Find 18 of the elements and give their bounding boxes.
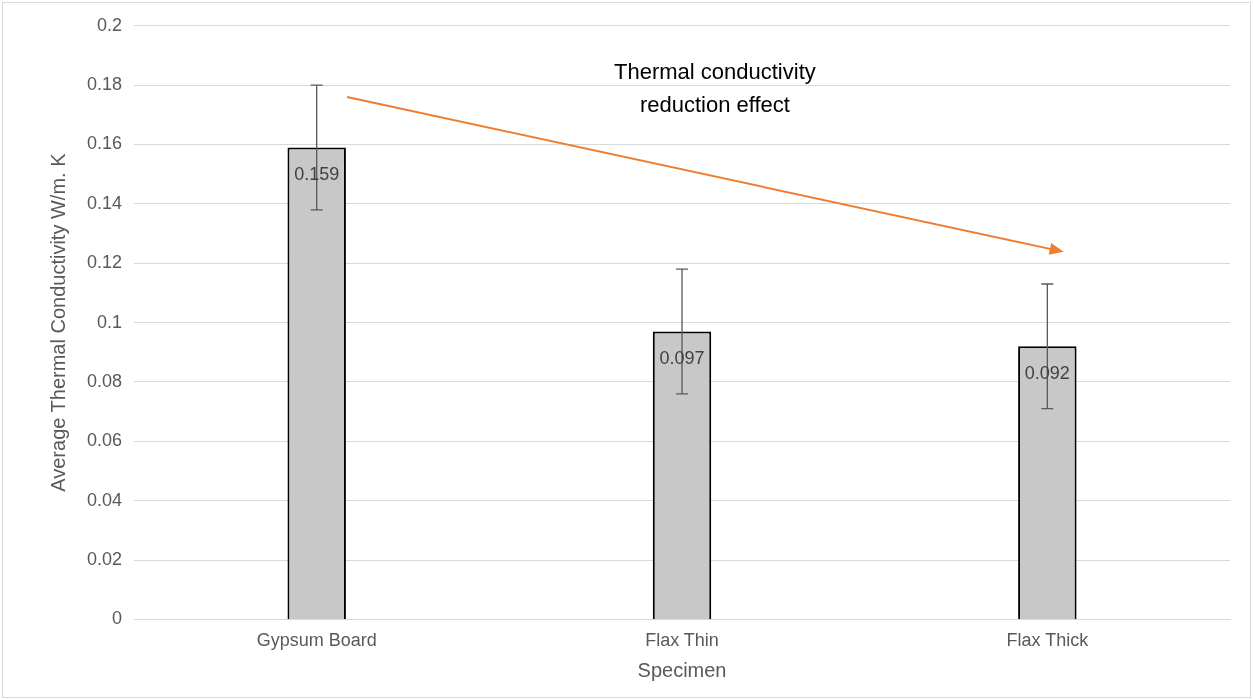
data-label: 0.097 <box>659 348 705 369</box>
y-tick-label: 0.06 <box>86 430 123 451</box>
x-tick-label: Flax Thin <box>645 630 719 651</box>
y-tick-label: 0.18 <box>86 74 123 95</box>
y-tick-label: 0.12 <box>86 252 123 273</box>
y-tick-label: 0.2 <box>97 14 123 35</box>
y-tick-label: 0.02 <box>86 549 123 570</box>
y-axis-title: Average Thermal Conductivity W/m. K <box>46 152 69 492</box>
x-axis-title: Specimen <box>637 658 727 681</box>
annotation: Thermal conductivity reduction effect <box>614 59 816 117</box>
y-tick-label: 0.08 <box>86 370 123 391</box>
y-tick-label: 0.1 <box>97 311 123 332</box>
y-tick-label: 0.04 <box>86 489 123 510</box>
y-tick-label: 0.14 <box>86 192 123 213</box>
y-tick-label: 0.16 <box>86 133 123 154</box>
y-tick-label: 0 <box>112 608 123 629</box>
x-tick-label: Flax Thick <box>1006 630 1090 651</box>
x-tick-label: Gypsum Board <box>256 630 377 651</box>
